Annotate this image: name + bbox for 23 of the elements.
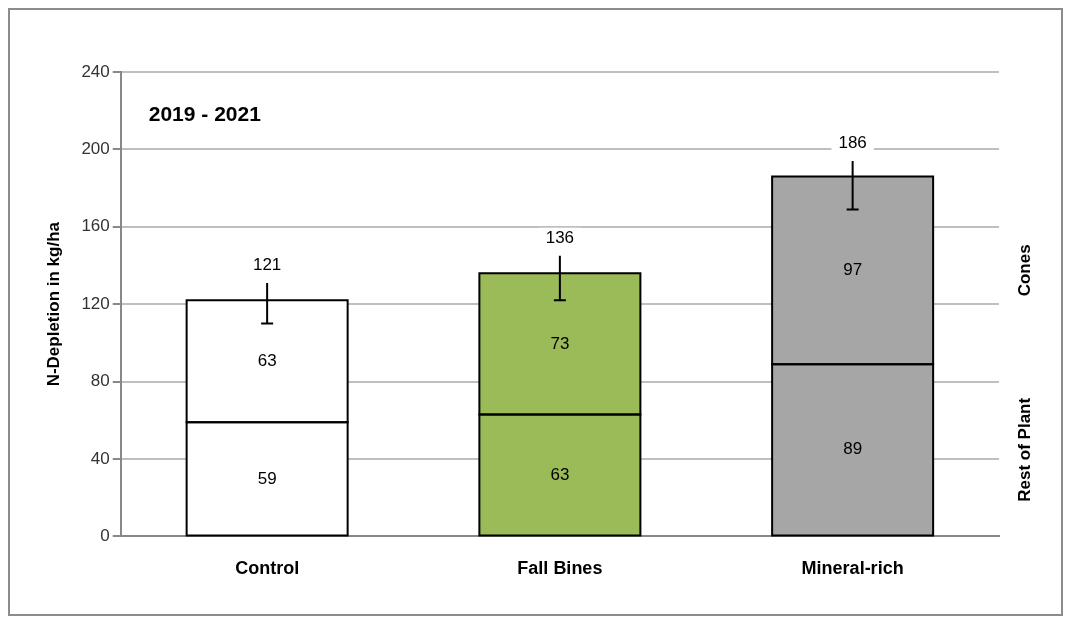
data-label: 73 [550, 333, 570, 353]
total-label: 136 [545, 227, 575, 247]
y-tick-label: 80 [90, 371, 110, 391]
y-tick-label: 240 [81, 61, 110, 81]
x-tick-label: Fall Bines [517, 558, 603, 579]
y-tick-label: 40 [90, 448, 110, 468]
x-tick-label: Mineral-rich [801, 558, 904, 579]
data-label: 59 [257, 468, 277, 488]
total-label: 186 [838, 132, 867, 152]
data-label: 97 [843, 260, 863, 280]
x-tick-label: Control [235, 558, 300, 579]
y-tick-label: 120 [81, 293, 110, 313]
data-label: 63 [550, 464, 570, 484]
data-label: 89 [843, 439, 863, 459]
y-axis-title: N-Depletion in kg/ha [43, 221, 63, 387]
annotation: 2019 - 2021 [148, 101, 262, 125]
text: Cones [1014, 244, 1034, 297]
y-tick-label: 0 [100, 526, 110, 546]
total-label: 121 [252, 254, 282, 274]
y-tick-label: 160 [81, 216, 110, 236]
text: Rest of Plant [1014, 397, 1034, 502]
y-tick-label: 200 [81, 139, 110, 159]
data-label: 63 [257, 350, 277, 370]
